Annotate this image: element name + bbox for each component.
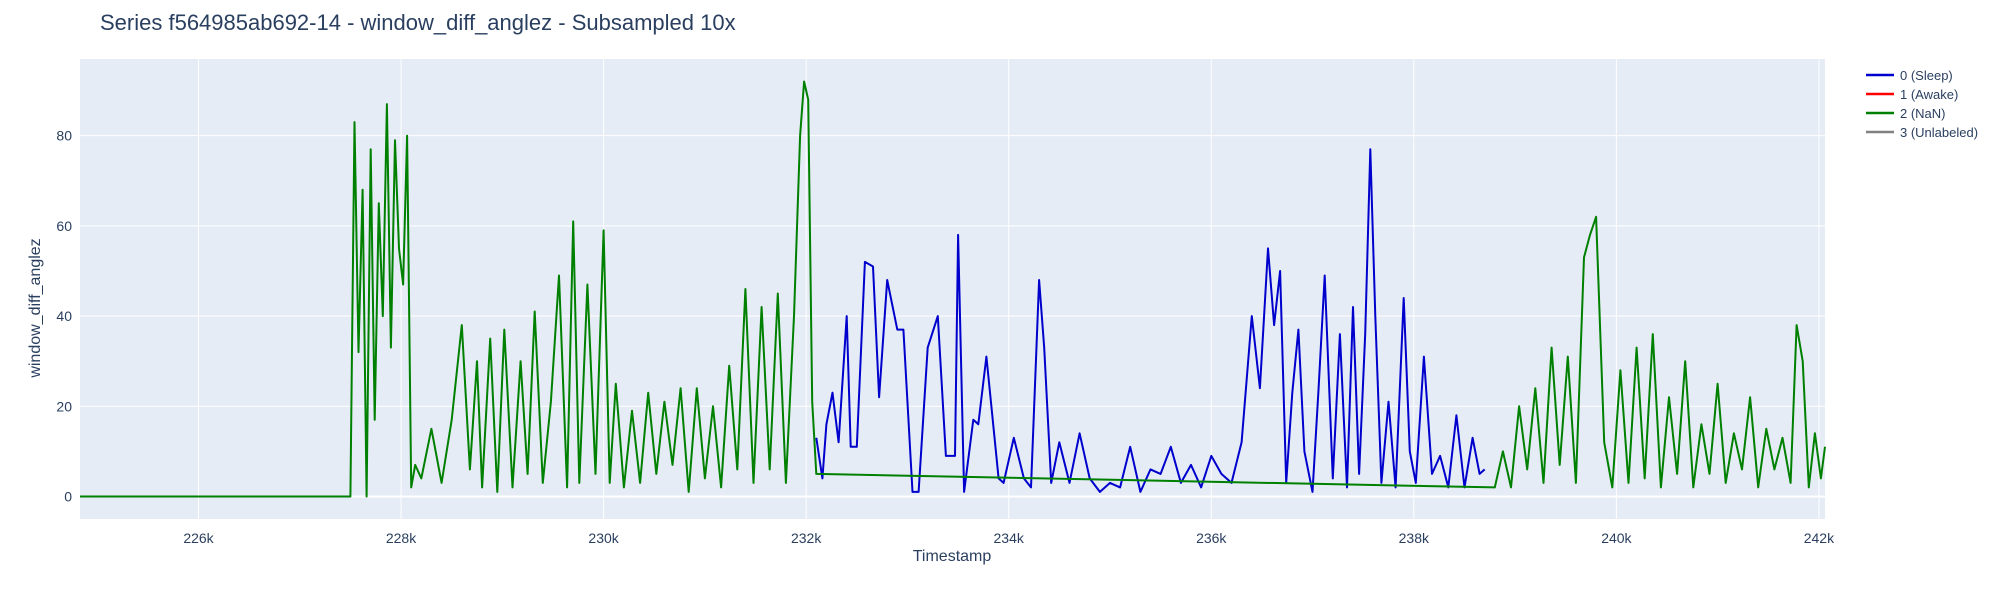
x-tick-label: 232k [791, 530, 822, 546]
y-tick-label: 80 [56, 128, 72, 144]
x-tick-label: 230k [588, 530, 619, 546]
legend-item-label[interactable]: 2 (NaN) [1900, 106, 1946, 121]
chart-title: Series f564985ab692-14 - window_diff_ang… [100, 10, 736, 35]
x-tick-label: 242k [1804, 530, 1835, 546]
y-axis-title: window_diff_anglez [27, 238, 44, 378]
y-tick-labels: 0 20 40 60 80 [56, 128, 72, 505]
legend[interactable]: 0 (Sleep) 1 (Awake) 2 (NaN) 3 (Unlabeled) [1866, 68, 1978, 140]
gridlines [80, 59, 1825, 519]
x-tick-label: 234k [994, 530, 1025, 546]
x-tick-label: 240k [1601, 530, 1632, 546]
series-line-2 [80, 80, 1826, 498]
x-axis-title: Timestamp [913, 548, 992, 565]
x-tick-label: 226k [183, 530, 214, 546]
legend-item-label[interactable]: 1 (Awake) [1900, 87, 1958, 102]
x-tick-label: 236k [1196, 530, 1227, 546]
plot-area [80, 59, 1825, 519]
series-lines [80, 80, 1826, 498]
y-tick-label: 40 [56, 308, 72, 324]
y-tick-label: 0 [64, 488, 72, 504]
y-tick-label: 60 [56, 218, 72, 234]
y-tick-label: 20 [56, 398, 72, 414]
legend-item-label[interactable]: 3 (Unlabeled) [1900, 125, 1978, 140]
x-tick-labels: 226k 228k 230k 232k 234k 236k 238k 240k 242k [183, 530, 1835, 546]
legend-item-label[interactable]: 0 (Sleep) [1900, 68, 1953, 83]
series-line-0 [815, 148, 1486, 493]
x-tick-label: 228k [386, 530, 417, 546]
x-tick-label: 238k [1399, 530, 1430, 546]
